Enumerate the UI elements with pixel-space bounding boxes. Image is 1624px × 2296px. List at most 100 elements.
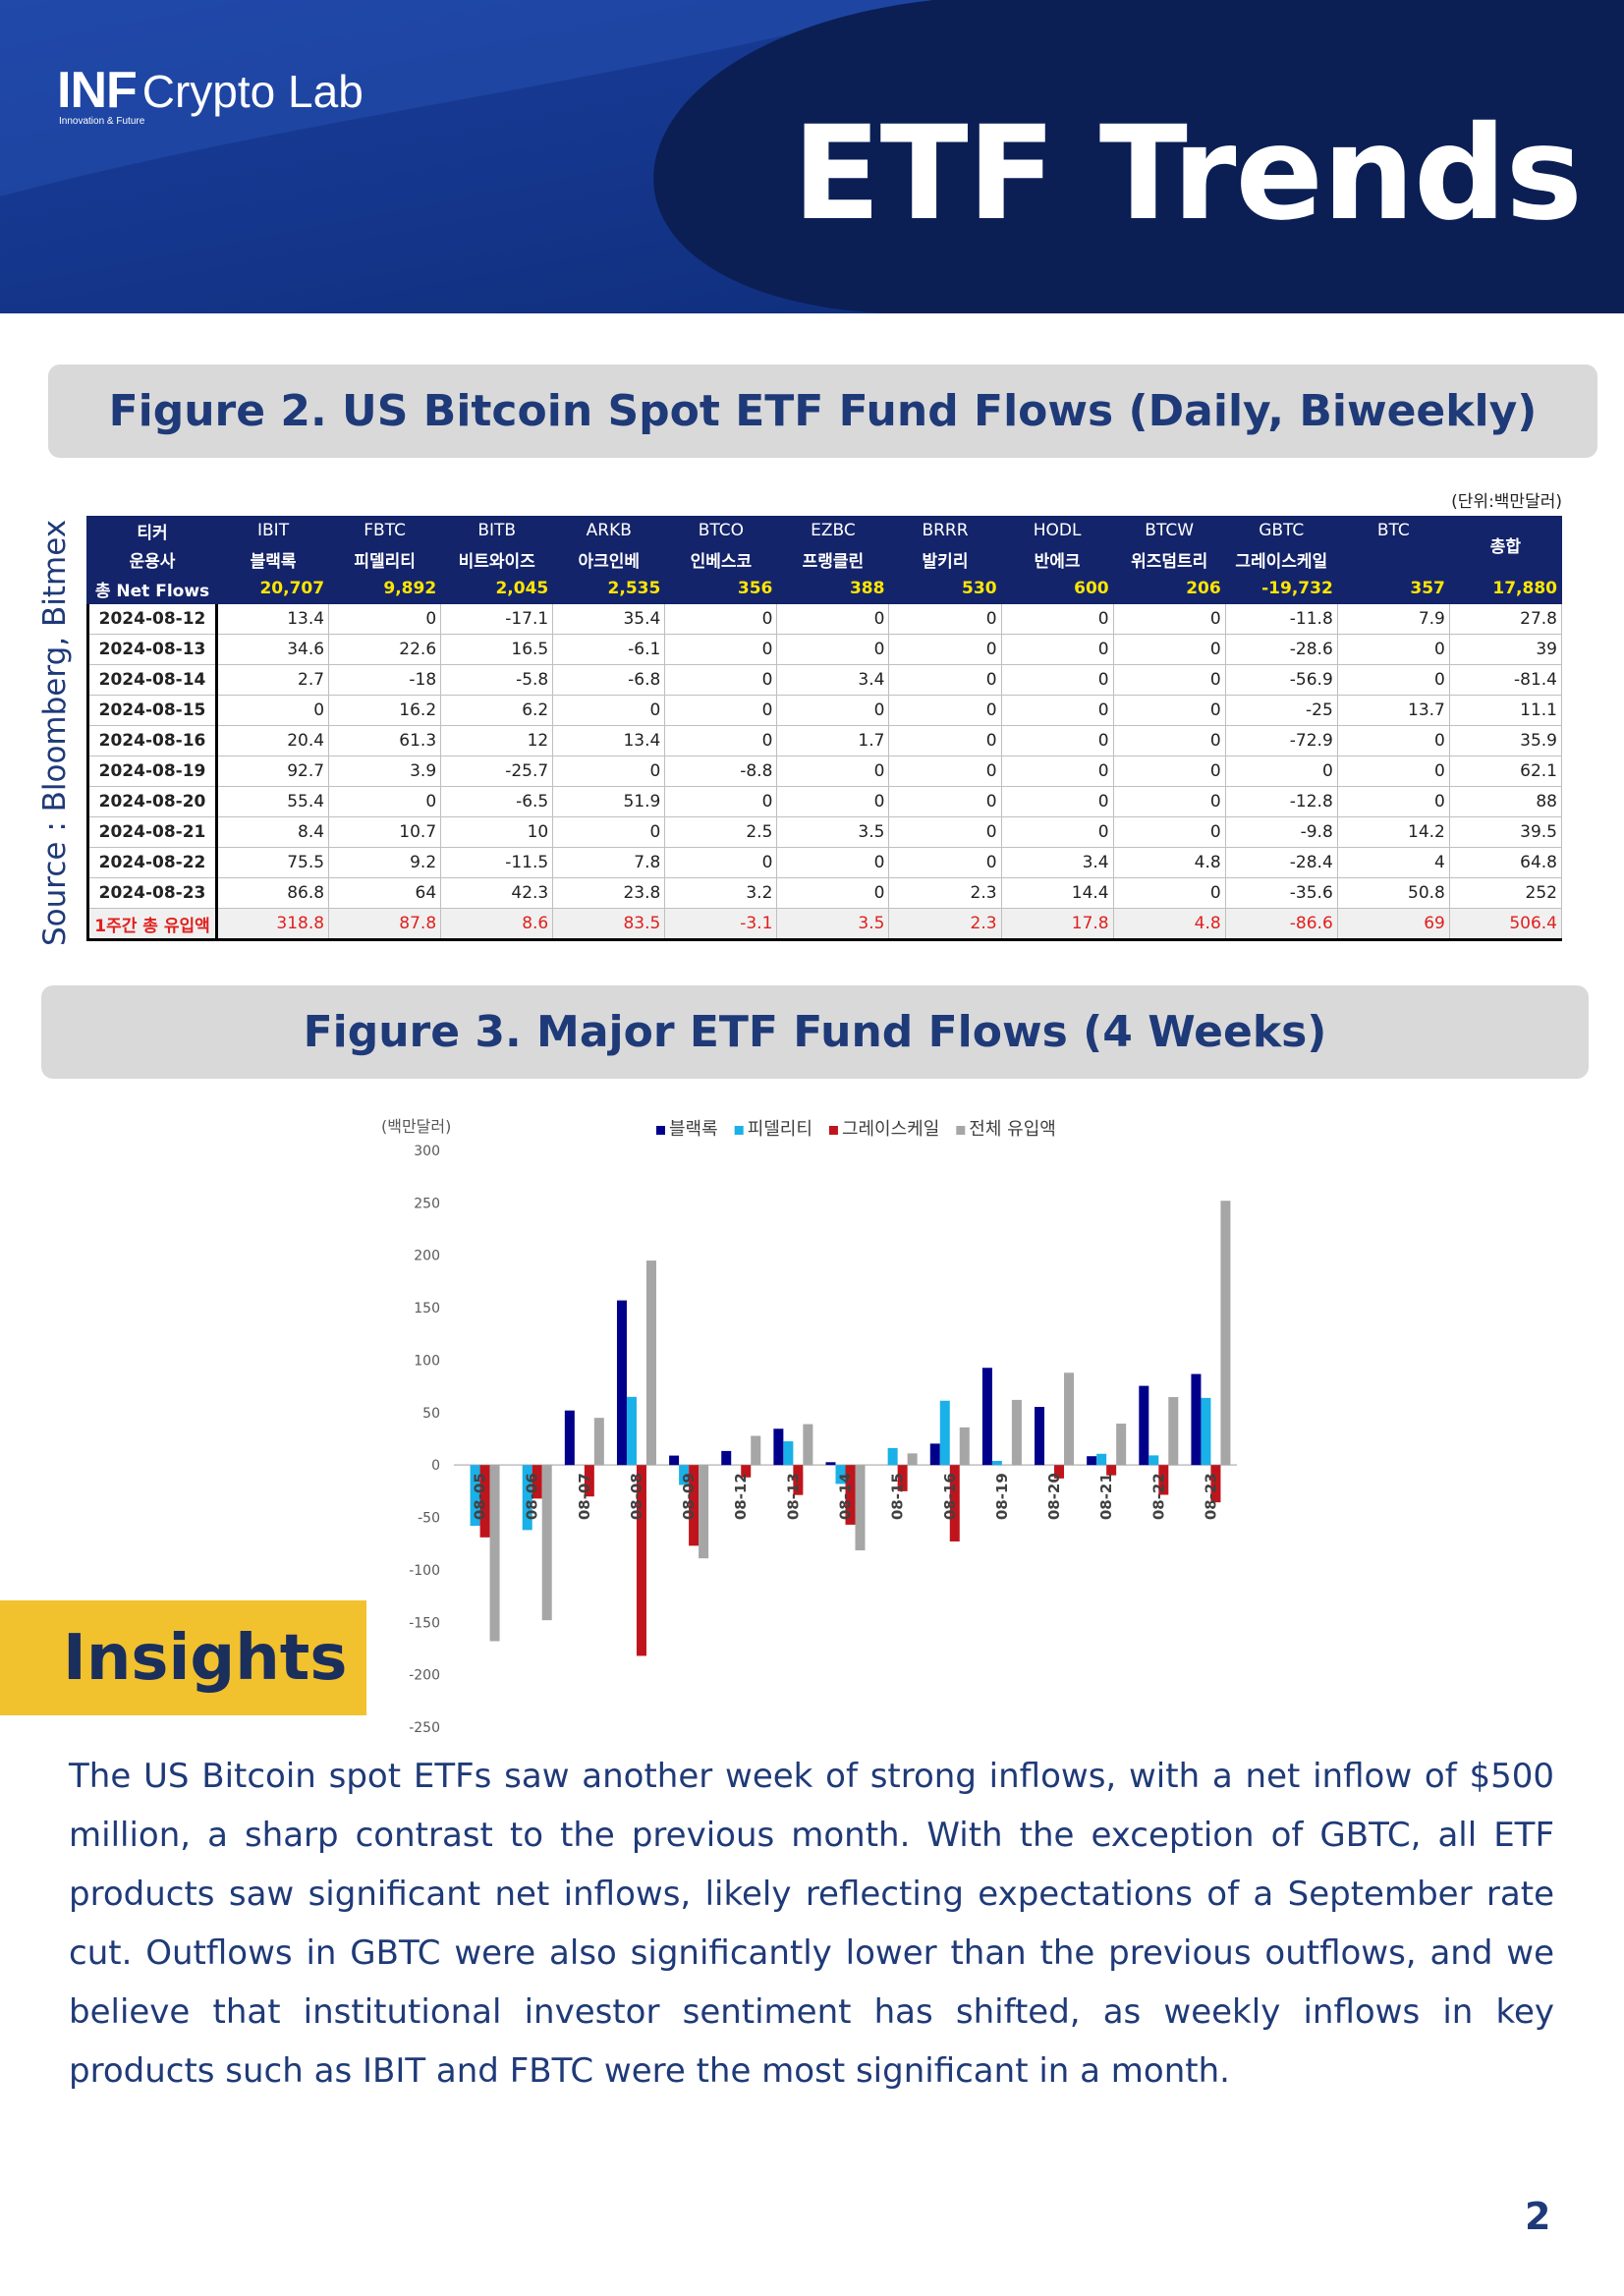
- x-tick-label: 08-07: [576, 1473, 593, 1520]
- flow-value: -11.5: [440, 847, 554, 878]
- flow-value: -17.1: [440, 603, 554, 635]
- bar: [584, 1465, 594, 1497]
- flow-value: 0: [888, 664, 1002, 696]
- flow-value: 12: [440, 725, 554, 756]
- bar: [907, 1453, 918, 1466]
- flow-value: 35.4: [552, 603, 666, 635]
- x-tick-label: 08-21: [1097, 1473, 1115, 1520]
- flow-value: 2.3: [888, 877, 1002, 909]
- flow-value: 0: [776, 756, 890, 787]
- legend-swatch: [734, 1126, 744, 1135]
- manager: 비트와이즈: [440, 544, 554, 574]
- net-flow: 20,707: [215, 573, 330, 604]
- net-flow: 356: [664, 573, 778, 604]
- bar: [783, 1441, 794, 1466]
- flow-value: 61.3: [328, 725, 442, 756]
- flow-value: 27.8: [1448, 603, 1563, 635]
- flow-value: 0: [888, 695, 1002, 726]
- total-header: 총합: [1448, 516, 1563, 574]
- flow-value: 0: [1336, 664, 1450, 696]
- net-flow: 9,892: [328, 573, 442, 604]
- manager: 아크인베: [552, 544, 666, 574]
- bar: [489, 1465, 500, 1642]
- bar: [1096, 1453, 1107, 1466]
- flow-value: 3.9: [328, 756, 442, 787]
- bar: [522, 1465, 532, 1531]
- bar: [593, 1418, 604, 1466]
- bar: [897, 1465, 908, 1491]
- bar: [1011, 1399, 1022, 1466]
- legend-swatch: [656, 1126, 665, 1135]
- flow-value: 3.4: [776, 664, 890, 696]
- flow-value: 0: [552, 756, 666, 787]
- bar: [1087, 1456, 1097, 1466]
- flow-value: 22.6: [328, 634, 442, 665]
- bar: [855, 1465, 866, 1551]
- flow-value: 9.2: [328, 847, 442, 878]
- bar: [1064, 1372, 1075, 1466]
- bar: [1201, 1397, 1211, 1466]
- bar: [949, 1465, 960, 1541]
- flow-value: 88: [1448, 786, 1563, 817]
- figure-title: Figure 3. Major ETF Fund Flows (4 Weeks): [41, 985, 1589, 1079]
- date: 2024-08-20: [86, 786, 218, 817]
- figure-title: Figure 2. US Bitcoin Spot ETF Fund Flows…: [48, 364, 1597, 458]
- logo-mark: INF: [57, 62, 138, 119]
- bar: [825, 1462, 836, 1466]
- bar: [959, 1427, 970, 1466]
- flow-value: 0: [664, 725, 778, 756]
- ticker: BTCO: [664, 516, 778, 545]
- flow-value: 0: [1112, 725, 1226, 756]
- flow-value: 42.3: [440, 877, 554, 909]
- manager: 인베스코: [664, 544, 778, 574]
- manager: 발키리: [888, 544, 1002, 574]
- data-row: 2024-08-22 75.5 9.2 -11.5 7.8 0 0 0 3.4 4.8 -28.4 4…: [86, 847, 1563, 878]
- unit-note: (단위:백만달러): [1451, 492, 1562, 512]
- data-row: 2024-08-23 86.8 64 42.3 23.8 3.2 0 2.3 14.4 0 -35.…: [86, 877, 1563, 909]
- net-flow: -19,732: [1224, 573, 1338, 604]
- flow-value: 0: [888, 756, 1002, 787]
- bar: [636, 1465, 646, 1656]
- bar: [541, 1465, 552, 1621]
- bar: [991, 1461, 1002, 1466]
- weekly-value: -86.6: [1224, 908, 1338, 941]
- net-flows-row: 총 Net Flows 20,707 9,892 2,045 2,535 356 388 53…: [86, 573, 1563, 604]
- flow-value: 0: [328, 603, 442, 635]
- flow-value: 0: [776, 877, 890, 909]
- bar: [616, 1300, 627, 1466]
- y-tick-label: 200: [414, 1249, 440, 1264]
- flow-value: 0: [776, 603, 890, 635]
- net-flow: 388: [776, 573, 890, 604]
- x-tick-label: 08-19: [993, 1473, 1011, 1520]
- date: 2024-08-19: [86, 756, 218, 787]
- bar: [803, 1424, 813, 1466]
- x-tick-label: 08-12: [732, 1473, 750, 1520]
- bar: [532, 1465, 542, 1499]
- flow-value: 23.8: [552, 877, 666, 909]
- flow-value: 0: [776, 695, 890, 726]
- bar: [1220, 1201, 1231, 1466]
- flow-value: -12.8: [1224, 786, 1338, 817]
- flow-value: 0: [1336, 634, 1450, 665]
- flow-value: 0: [776, 847, 890, 878]
- flow-value: -72.9: [1224, 725, 1338, 756]
- x-tick-label: 08-22: [1149, 1473, 1167, 1520]
- bar: [1148, 1455, 1159, 1466]
- data-row: 2024-08-21 8.4 10.7 10 0 2.5 3.5 0 0 0 -9.8 14.2 39.…: [86, 816, 1563, 848]
- x-tick-label: 08-08: [628, 1473, 645, 1520]
- data-row: 2024-08-13 34.6 22.6 16.5 -6.1 0 0 0 0 0 -28.6 0 39: [86, 634, 1563, 665]
- data-row: 2024-08-20 55.4 0 -6.5 51.9 0 0 0 0 0 -12.8 0 88: [86, 786, 1563, 817]
- net-flow: 206: [1112, 573, 1226, 604]
- y-tick-label: 300: [414, 1144, 440, 1159]
- flows-table: 티커 IBIT FBTC BITB ARKB BTCO EZBC BRRR HODL BTCW GB…: [86, 516, 1563, 941]
- bar: [751, 1435, 761, 1466]
- bar: [645, 1260, 656, 1466]
- flow-value: 3.4: [1000, 847, 1114, 878]
- flow-value: 0: [888, 847, 1002, 878]
- weekly-value: 318.8: [215, 908, 330, 941]
- weekly-value: 87.8: [328, 908, 442, 941]
- flow-value: 62.1: [1448, 756, 1563, 787]
- date: 2024-08-14: [86, 664, 218, 696]
- flow-value: 64: [328, 877, 442, 909]
- flow-value: 0: [888, 786, 1002, 817]
